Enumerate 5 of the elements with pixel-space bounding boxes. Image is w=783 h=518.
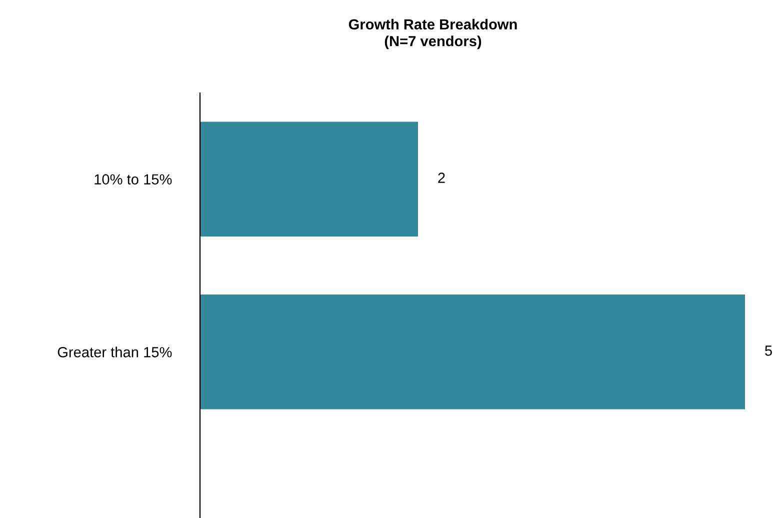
data-label: 2 bbox=[438, 172, 445, 183]
chart-title: Growth Rate Breakdown (N=7 vendors) bbox=[348, 18, 517, 50]
data-label: 5 bbox=[765, 346, 772, 356]
y-tick-label: 10% to 15% bbox=[94, 174, 172, 184]
y-tick-label: Greater than 15% bbox=[58, 346, 172, 358]
